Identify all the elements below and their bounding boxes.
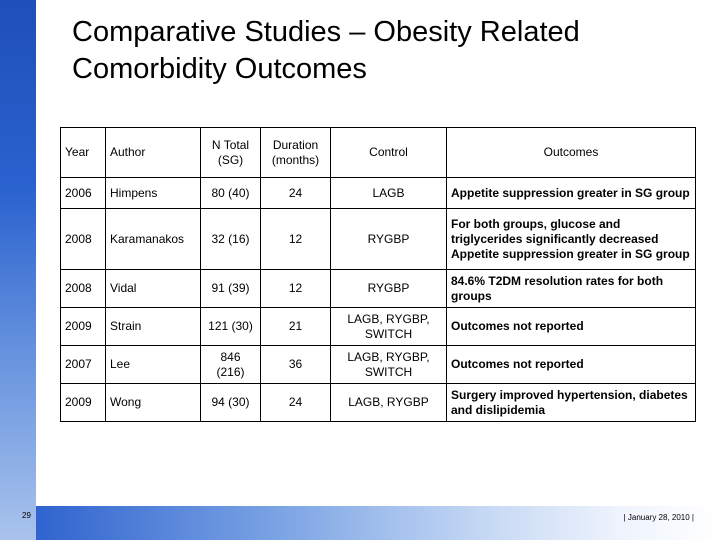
cell-year: 2009 <box>60 383 106 422</box>
table-row: 2008 Karamanakos 32 (16) 12 RYGBP For bo… <box>60 208 696 270</box>
cell-n-total: 846 (216) <box>200 345 261 384</box>
cell-year: 2006 <box>60 177 106 209</box>
comparative-studies-table: Year Author N Total (SG) Duration (month… <box>60 127 696 422</box>
header-control: Control <box>330 127 447 178</box>
cell-outcome: Outcomes not reported <box>446 307 696 346</box>
table-row: 2007 Lee 846 (216) 36 LAGB, RYGBP, SWITC… <box>60 345 696 384</box>
header-n-total: N Total (SG) <box>200 127 261 178</box>
cell-author: Himpens <box>105 177 201 209</box>
cell-duration: 12 <box>260 269 331 308</box>
header-outcomes: Outcomes <box>446 127 696 178</box>
cell-control: RYGBP <box>330 269 447 308</box>
header-author: Author <box>105 127 201 178</box>
header-duration: Duration (months) <box>260 127 331 178</box>
cell-n-total: 32 (16) <box>200 208 261 270</box>
cell-n-total: 80 (40) <box>200 177 261 209</box>
cell-year: 2008 <box>60 208 106 270</box>
slide-title: Comparative Studies – Obesity Related Co… <box>72 14 672 88</box>
page-number: 29 <box>22 511 31 520</box>
cell-duration: 24 <box>260 383 331 422</box>
cell-control: LAGB, RYGBP, SWITCH <box>330 307 447 346</box>
table-row: 2009 Wong 94 (30) 24 LAGB, RYGBP Surgery… <box>60 383 696 422</box>
table-row: 2009 Strain 121 (30) 21 LAGB, RYGBP, SWI… <box>60 307 696 346</box>
cell-n-total: 94 (30) <box>200 383 261 422</box>
cell-author: Vidal <box>105 269 201 308</box>
cell-control: LAGB <box>330 177 447 209</box>
table-row: 2008 Vidal 91 (39) 12 RYGBP 84.6% T2DM r… <box>60 269 696 308</box>
title-line-1: Comparative Studies – Obesity Related <box>72 16 580 48</box>
cell-control: RYGBP <box>330 208 447 270</box>
table-row: 2006 Himpens 80 (40) 24 LAGB Appetite su… <box>60 177 696 209</box>
cell-outcome: Appetite suppression greater in SG group <box>446 177 696 209</box>
cell-outcome: For both groups, glucose and triglycerid… <box>446 208 696 270</box>
cell-year: 2009 <box>60 307 106 346</box>
cell-n-total: 91 (39) <box>200 269 261 308</box>
cell-outcome: Outcomes not reported <box>446 345 696 384</box>
cell-n-total: 121 (30) <box>200 307 261 346</box>
table-header-row: Year Author N Total (SG) Duration (month… <box>60 127 696 178</box>
cell-author: Lee <box>105 345 201 384</box>
header-year: Year <box>60 127 106 178</box>
cell-duration: 24 <box>260 177 331 209</box>
cell-year: 2008 <box>60 269 106 308</box>
bottom-accent-bar <box>36 506 720 540</box>
cell-author: Karamanakos <box>105 208 201 270</box>
cell-year: 2007 <box>60 345 106 384</box>
cell-duration: 36 <box>260 345 331 384</box>
cell-duration: 12 <box>260 208 331 270</box>
cell-author: Wong <box>105 383 201 422</box>
cell-author: Strain <box>105 307 201 346</box>
cell-outcome: 84.6% T2DM resolution rates for both gro… <box>446 269 696 308</box>
title-line-2: Comorbidity Outcomes <box>72 53 367 85</box>
cell-control: LAGB, RYGBP <box>330 383 447 422</box>
footer-date: | January 28, 2010 | <box>623 513 694 522</box>
cell-control: LAGB, RYGBP, SWITCH <box>330 345 447 384</box>
cell-outcome: Surgery improved hypertension, diabetes … <box>446 383 696 422</box>
cell-duration: 21 <box>260 307 331 346</box>
left-accent-bar <box>0 0 36 540</box>
